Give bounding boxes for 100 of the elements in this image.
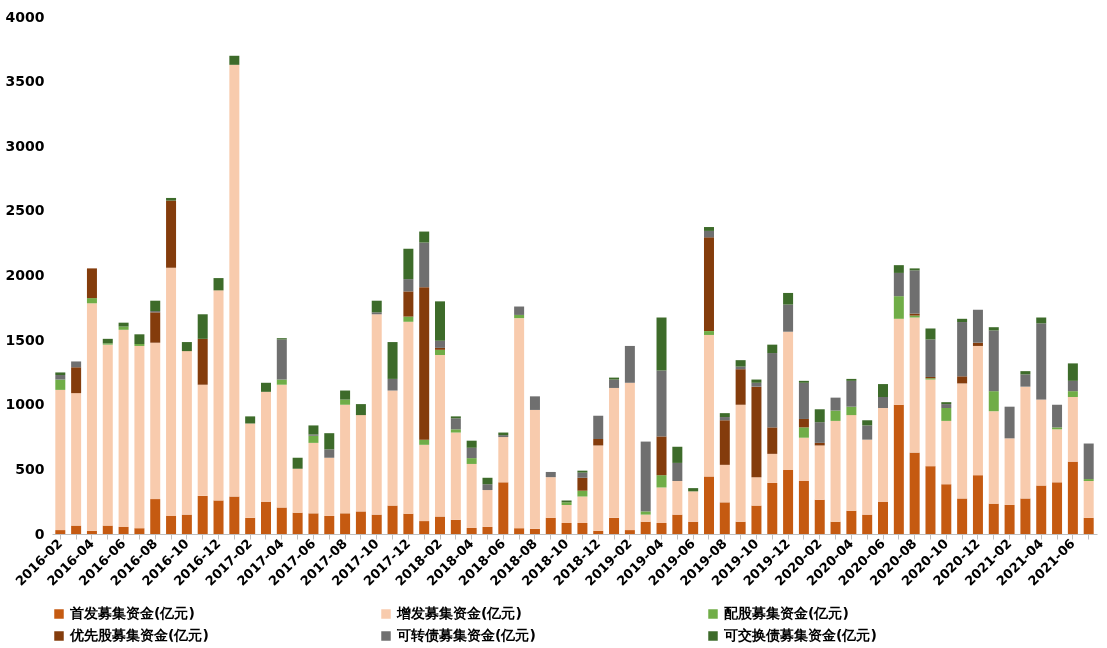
bar: [71, 525, 82, 534]
bar: [482, 490, 493, 527]
bar: [925, 466, 936, 534]
bar: [767, 453, 778, 483]
bar: [545, 471, 556, 478]
bar: [814, 445, 825, 500]
bar: [1020, 498, 1031, 534]
bar: [814, 409, 825, 423]
bar: [988, 391, 999, 412]
bar: [624, 345, 635, 383]
bar: [783, 292, 794, 305]
bar: [466, 458, 477, 464]
bar: [1020, 374, 1031, 387]
bar: [893, 404, 904, 534]
bar: [260, 391, 271, 502]
y-tick-label: 3000: [5, 137, 45, 154]
bar: [814, 422, 825, 443]
bar: [102, 525, 113, 534]
bar: [197, 338, 208, 385]
bar: [197, 495, 208, 534]
bar: [229, 496, 240, 534]
bar: [134, 334, 145, 344]
bar: [355, 404, 366, 416]
bar: [767, 427, 778, 454]
bar: [1020, 371, 1031, 375]
bar: [640, 514, 651, 522]
bar: [545, 477, 556, 518]
legend-label: 可交换债募集资金(亿元): [723, 627, 877, 643]
bar: [1083, 517, 1094, 534]
bar: [672, 481, 683, 515]
bar: [1067, 363, 1078, 381]
bar: [482, 526, 493, 534]
bar: [1036, 485, 1047, 534]
bar: [529, 409, 540, 529]
bar: [751, 386, 762, 478]
bar: [830, 397, 841, 411]
bar: [340, 390, 351, 400]
bar: [830, 420, 841, 522]
bar: [830, 521, 841, 534]
bar: [529, 396, 540, 410]
bar: [419, 231, 430, 243]
bar: [656, 487, 667, 524]
bar: [1004, 406, 1015, 439]
bar: [118, 329, 129, 527]
bar: [166, 200, 177, 268]
bar: [909, 317, 920, 453]
bar: [514, 306, 525, 315]
bar: [846, 406, 857, 416]
bar: [957, 383, 968, 499]
bar: [703, 230, 714, 238]
bar: [909, 452, 920, 534]
bar: [308, 442, 319, 514]
bar: [419, 287, 430, 440]
bar: [703, 334, 714, 477]
bar: [245, 517, 256, 534]
bar: [276, 384, 287, 508]
bar: [134, 528, 145, 534]
bar: [482, 484, 493, 491]
bar: [577, 472, 588, 478]
bar: [957, 322, 968, 377]
bar: [1067, 380, 1078, 392]
bar: [213, 278, 224, 291]
bar: [213, 500, 224, 534]
bar: [703, 476, 714, 534]
bar: [466, 440, 477, 448]
bar: [403, 513, 414, 534]
bar: [909, 270, 920, 314]
bar: [308, 435, 319, 443]
bar: [862, 514, 873, 534]
bar: [450, 418, 461, 430]
bar: [197, 314, 208, 339]
bar: [324, 449, 335, 458]
bar: [688, 491, 699, 522]
bar: [830, 410, 841, 421]
bar: [435, 349, 446, 355]
bar: [1052, 482, 1063, 534]
bar: [450, 519, 461, 534]
bar: [767, 344, 778, 354]
bar: [166, 197, 177, 201]
y-tick-label: 1500: [5, 331, 45, 348]
bar: [719, 464, 730, 503]
bar: [1036, 323, 1047, 400]
bar: [593, 530, 604, 534]
bar: [941, 420, 952, 485]
bar: [86, 268, 97, 299]
bar: [656, 436, 667, 476]
bar: [783, 304, 794, 332]
y-tick-label: 2000: [5, 267, 45, 283]
bar: [988, 327, 999, 331]
bar: [71, 367, 82, 394]
bar: [308, 425, 319, 435]
bar: [419, 242, 430, 288]
bar: [593, 445, 604, 531]
bar: [846, 415, 857, 511]
bar: [340, 399, 351, 405]
bar: [719, 417, 730, 421]
bar: [292, 457, 303, 469]
bar: [229, 55, 240, 65]
bar: [498, 437, 509, 483]
bar: [814, 499, 825, 534]
